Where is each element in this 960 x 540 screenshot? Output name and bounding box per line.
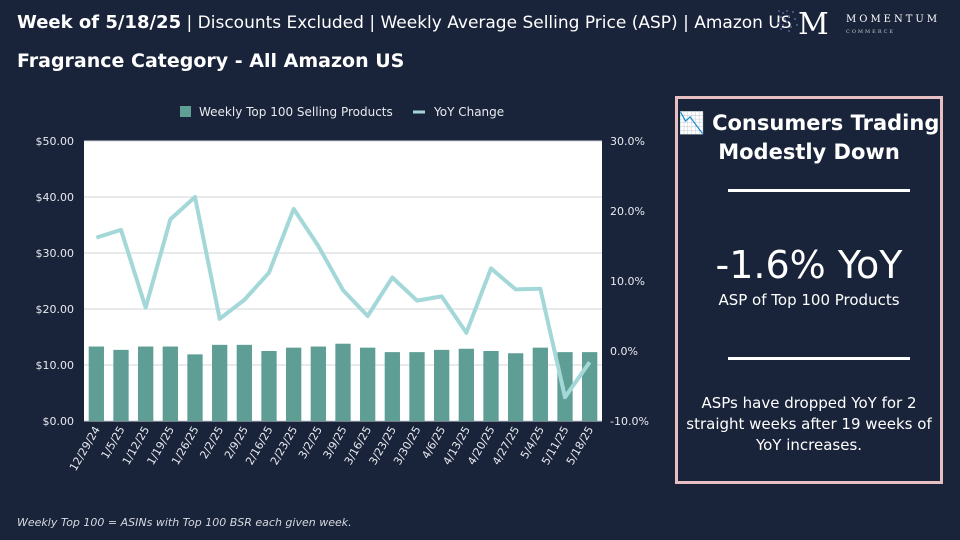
logo-letter: M (798, 7, 829, 38)
logo-mark-icon: M (778, 7, 829, 38)
bar-2/23/25 (286, 347, 302, 421)
header-meta-metric: Weekly Average Selling Price (ASP) (380, 13, 678, 33)
chart-down-icon: 📉 (678, 111, 705, 135)
footnote: Weekly Top 100 = ASINs with Top 100 BSR … (17, 516, 352, 529)
callout-headline: -1.6% YoY (715, 243, 903, 287)
bar-3/9/25 (335, 343, 351, 421)
bar-3/30/25 (409, 352, 425, 421)
bar-2/16/25 (261, 351, 277, 421)
bar-3/16/25 (360, 347, 376, 421)
left-tick-label: $50.00 (36, 135, 75, 148)
logo-subname: COMMERCE (846, 29, 896, 35)
logo-name: MOMENTUM (846, 14, 941, 25)
callout-note: ASPs have dropped YoY for 2 straight wee… (686, 394, 932, 454)
momentum-logo: M MOMENTUM COMMERCE (776, 6, 956, 42)
asp-chart: Weekly Top 100 Selling Products YoY Chan… (28, 94, 662, 474)
right-tick-label: 30.0% (610, 135, 645, 148)
callout-title: 📉 Consumers Trading Modestly Down (678, 109, 940, 167)
bar-1/26/25 (187, 354, 203, 421)
bar-4/13/25 (458, 348, 474, 421)
bar-2/2/25 (212, 344, 228, 421)
bar-3/23/25 (384, 352, 400, 421)
chart-svg: Weekly Top 100 Selling Products YoY Chan… (36, 105, 649, 473)
callout-title-text: Consumers Trading Modestly Down (712, 111, 940, 164)
right-tick-label: 10.0% (610, 275, 645, 288)
header-meta-discounts: Discounts Excluded (197, 13, 364, 33)
bar-4/20/25 (483, 351, 499, 421)
bar-12/29/24 (88, 346, 104, 421)
chart-legend: Weekly Top 100 Selling Products YoY Chan… (180, 105, 504, 119)
bar-5/11/25 (557, 352, 573, 421)
left-tick-label: $10.00 (36, 359, 75, 372)
report-header: Week of 5/18/25 | Discounts Excluded | W… (17, 12, 792, 33)
left-tick-label: $40.00 (36, 191, 75, 204)
week-label: Week of 5/18/25 (17, 12, 182, 33)
legend-line-label: YoY Change (433, 105, 504, 119)
callout-divider-bottom (728, 357, 910, 360)
bar-2/9/25 (236, 344, 252, 421)
left-tick-label: $0.00 (43, 415, 75, 428)
callout-headline-sub: ASP of Top 100 Products (718, 291, 900, 309)
right-tick-label: -10.0% (610, 415, 649, 428)
callout-divider-top (728, 189, 910, 192)
insight-callout: 📉 Consumers Trading Modestly Down -1.6% … (675, 96, 943, 484)
bar-5/4/25 (532, 347, 548, 421)
bar-1/5/25 (113, 349, 129, 421)
right-tick-label: 20.0% (610, 205, 645, 218)
page-subtitle: Fragrance Category - All Amazon US (17, 50, 405, 72)
x-tick-label: 12/29/24 (67, 424, 103, 473)
header-meta-market: Amazon US (694, 13, 792, 33)
left-tick-label: $30.00 (36, 247, 75, 260)
left-tick-label: $20.00 (36, 303, 75, 316)
legend-bar-swatch (180, 106, 191, 117)
legend-bar-label: Weekly Top 100 Selling Products (199, 105, 393, 119)
right-tick-label: 0.0% (610, 345, 638, 358)
bar-4/27/25 (508, 353, 524, 421)
bar-1/19/25 (162, 346, 178, 421)
bar-4/6/25 (434, 349, 450, 421)
bar-3/2/25 (310, 346, 326, 421)
bar-1/12/25 (138, 346, 154, 421)
